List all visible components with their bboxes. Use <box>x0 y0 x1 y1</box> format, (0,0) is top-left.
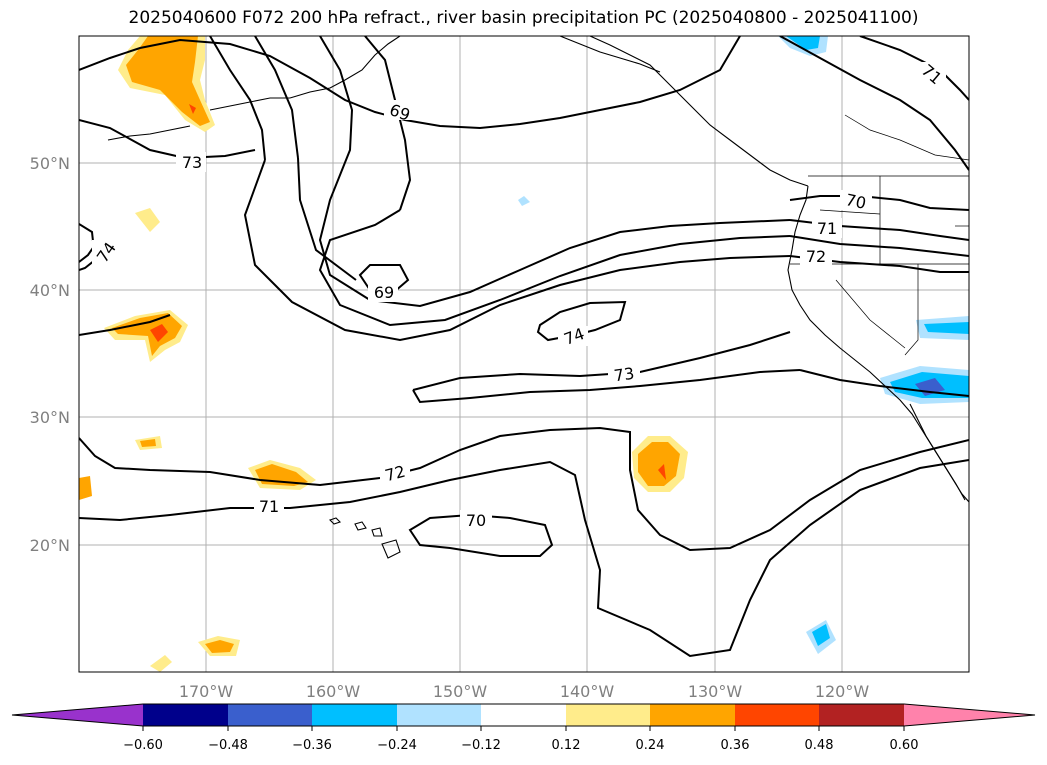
colorbar-segment <box>735 704 819 726</box>
contour-label: 73 <box>182 153 202 172</box>
colorbar-tick-label: −0.12 <box>461 738 501 753</box>
precip-positive-region-midpacific <box>104 208 188 450</box>
map-background <box>79 36 969 672</box>
map-frame <box>78 35 970 673</box>
colorbar-segment <box>312 704 397 726</box>
colorbar-segment <box>228 704 312 726</box>
contour-label: 70 <box>466 511 486 530</box>
colorbar-tick-label: −0.36 <box>292 738 332 753</box>
contour-labels: 69 73 74 69 74 73 72 71 70 70 71 72 71 <box>92 61 946 530</box>
lat-label-30n: 30°N <box>30 408 70 427</box>
colorbar-segment <box>397 704 481 726</box>
contour-label: 72 <box>383 462 408 486</box>
contour-label: 72 <box>806 247 826 266</box>
lon-label-120w: 120°W <box>815 682 870 701</box>
contour-label: 69 <box>374 283 394 302</box>
lat-label-40n: 40°N <box>30 281 70 300</box>
colorbar-segment <box>143 704 228 726</box>
lon-label-150w: 150°W <box>433 682 488 701</box>
colorbar-tick-label: 0.48 <box>805 738 834 753</box>
longitude-labels: 170°W 160°W 150°W 140°W 130°W 120°W <box>179 682 870 701</box>
colorbar-tick-label: −0.48 <box>208 738 248 753</box>
colorbar-tick-label: −0.60 <box>123 738 163 753</box>
contour-label: 71 <box>817 219 837 238</box>
lon-label-160w: 160°W <box>306 682 361 701</box>
lon-label-130w: 130°W <box>688 682 743 701</box>
colorbar-extend-min <box>12 704 143 726</box>
colorbar-tick-label: 0.36 <box>721 738 750 753</box>
colorbar: −0.60 −0.48 −0.36 −0.24 −0.12 0.12 0.24 … <box>11 703 1036 753</box>
latitude-labels: 50°N 40°N 30°N 20°N <box>30 154 70 555</box>
colorbar-tick-label: 0.60 <box>890 738 919 753</box>
lon-label-170w: 170°W <box>179 682 234 701</box>
lat-label-50n: 50°N <box>30 154 70 173</box>
contour-label: 71 <box>259 497 279 516</box>
lat-label-20n: 20°N <box>30 536 70 555</box>
colorbar-segment <box>481 704 566 726</box>
colorbar-segment <box>650 704 735 726</box>
colorbar-tick-label: −0.24 <box>377 738 417 753</box>
map-title: 2025040600 F072 200 hPa refract., river … <box>128 8 919 28</box>
contour-label: 70 <box>844 190 868 213</box>
precip-positive-region-aleutian <box>118 36 215 132</box>
colorbar-segment <box>566 704 650 726</box>
coastlines <box>107 36 969 559</box>
contour-label: 73 <box>613 364 636 386</box>
colorbar-tick-label: 0.12 <box>552 738 581 753</box>
lon-label-140w: 140°W <box>560 682 615 701</box>
colorbar-tick-label: 0.24 <box>636 738 665 753</box>
colorbar-segment <box>819 704 904 726</box>
colorbar-extend-max <box>904 704 1035 726</box>
colorbar-ticks <box>142 726 905 731</box>
